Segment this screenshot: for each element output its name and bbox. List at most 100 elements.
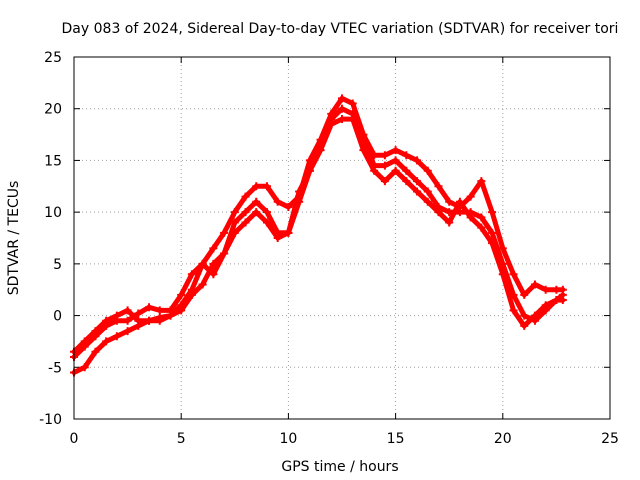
series-track-c <box>70 115 567 377</box>
data-point <box>252 208 261 217</box>
data-point <box>187 290 196 299</box>
data-point <box>391 156 400 165</box>
data-point <box>327 120 336 129</box>
data-point <box>477 177 486 186</box>
data-point <box>530 280 539 289</box>
data-point <box>284 228 293 237</box>
y-tick-label: 25 <box>44 50 62 66</box>
data-point <box>91 347 100 356</box>
data-point <box>209 244 218 253</box>
data-point <box>541 285 550 294</box>
plot-area <box>70 94 567 377</box>
data-point <box>498 270 507 279</box>
data-point <box>198 280 207 289</box>
data-point <box>230 228 239 237</box>
data-point <box>380 177 389 186</box>
data-point <box>155 306 164 315</box>
data-point <box>445 218 454 227</box>
y-tick-label: 5 <box>53 257 62 273</box>
data-point <box>102 321 111 330</box>
data-point <box>252 182 261 191</box>
data-point <box>155 316 164 325</box>
y-tick-label: -5 <box>48 360 62 376</box>
data-point <box>445 197 454 206</box>
y-axis-label: SDTVAR / TECUs <box>6 181 22 296</box>
data-point <box>262 208 271 217</box>
data-point <box>423 166 432 175</box>
data-point <box>177 290 186 299</box>
x-axis-label: GPS time / hours <box>281 459 398 475</box>
data-point <box>241 218 250 227</box>
data-point <box>295 187 304 196</box>
y-tick-label: 20 <box>44 102 62 118</box>
data-point <box>348 115 357 124</box>
data-point <box>134 321 143 330</box>
data-point <box>413 177 422 186</box>
data-point <box>145 316 154 325</box>
x-tick-label: 20 <box>494 431 512 447</box>
x-tick-label: 25 <box>601 431 619 447</box>
data-point <box>262 218 271 227</box>
data-point <box>241 208 250 217</box>
data-point <box>413 187 422 196</box>
data-point <box>402 151 411 160</box>
data-point <box>102 337 111 346</box>
data-point <box>209 259 218 268</box>
data-point <box>434 208 443 217</box>
series-track-a <box>70 94 567 356</box>
chart-title: Day 083 of 2024, Sidereal Day-to-day VTE… <box>62 21 619 37</box>
data-point <box>123 316 132 325</box>
data-point <box>187 270 196 279</box>
data-point <box>230 208 239 217</box>
data-point <box>359 146 368 155</box>
data-point <box>466 213 475 222</box>
series-trace <box>71 116 566 375</box>
data-point <box>252 197 261 206</box>
data-point <box>391 146 400 155</box>
data-point <box>520 321 529 330</box>
data-point <box>230 218 239 227</box>
y-tick-label: 0 <box>53 309 62 325</box>
data-point <box>241 192 250 201</box>
data-point <box>380 161 389 170</box>
data-point <box>91 332 100 341</box>
data-point <box>80 342 89 351</box>
data-point <box>273 197 282 206</box>
data-point <box>509 270 518 279</box>
data-point <box>455 197 464 206</box>
data-point <box>348 99 357 108</box>
data-point <box>134 309 143 318</box>
y-tick-label: -10 <box>39 412 62 428</box>
data-point <box>434 182 443 191</box>
plot-frame <box>73 56 611 420</box>
data-point <box>520 311 529 320</box>
data-point <box>273 234 282 242</box>
x-tick-label: 10 <box>279 431 297 447</box>
data-point <box>498 244 507 253</box>
y-tick-label: 15 <box>44 153 62 169</box>
data-point <box>338 94 346 103</box>
data-point <box>391 166 400 175</box>
data-point <box>530 311 539 320</box>
data-point <box>123 306 132 315</box>
data-point <box>177 306 186 315</box>
data-point <box>338 115 346 124</box>
data-point <box>558 296 567 305</box>
data-point <box>112 332 121 341</box>
data-point <box>284 202 293 211</box>
data-point <box>166 311 175 320</box>
data-point <box>220 249 229 258</box>
data-point <box>380 151 389 160</box>
data-point <box>541 301 550 310</box>
data-point <box>220 228 229 237</box>
data-point <box>370 166 379 175</box>
data-point <box>338 104 346 113</box>
data-point <box>402 166 411 175</box>
data-point <box>316 146 325 155</box>
x-tick-label: 5 <box>177 431 186 447</box>
data-point <box>402 177 411 186</box>
data-point <box>112 316 121 325</box>
y-tick-label: 10 <box>44 205 62 221</box>
data-point <box>488 208 497 217</box>
